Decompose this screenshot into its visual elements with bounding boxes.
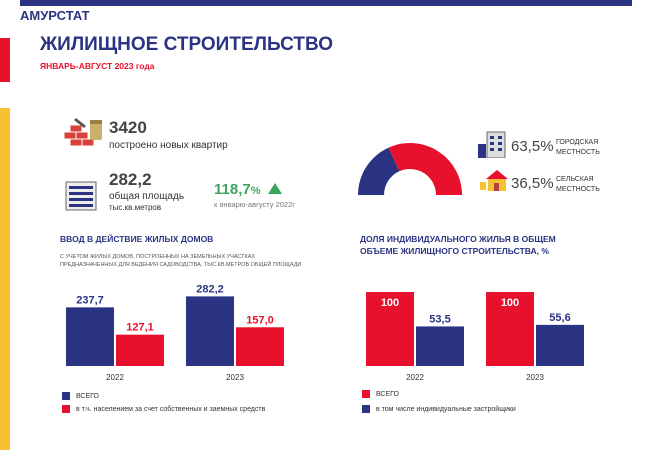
right-legend-total: ВСЕГО — [362, 390, 399, 398]
left-chart-title: ВВОД В ДЕЙСТВИЕ ЖИЛЫХ ДОМОВ — [60, 234, 214, 244]
area-value: 282,2 — [109, 170, 152, 189]
share-data-label: 100 — [501, 297, 519, 309]
left-chart-note: С УЧЕТОМ ЖИЛЫХ ДОМОВ, ПОСТРОЕННЫХ НА ЗЕМ… — [60, 254, 302, 268]
left-legend-total: ВСЕГО — [62, 392, 99, 400]
apartments-value: 3420 — [109, 118, 147, 137]
red-accent-stripe — [0, 38, 10, 82]
share-data-label: 53,5 — [429, 313, 450, 325]
yellow-accent-stripe — [0, 108, 10, 450]
share-data-label: 55,6 — [549, 312, 570, 324]
legend-swatch — [362, 390, 370, 398]
input-bar-2023-part — [236, 327, 284, 366]
input-data-label: 237,7 — [76, 294, 104, 306]
right-legend-part: в том числе индивидуальные застройщики — [362, 405, 516, 413]
share-category-label: 2023 — [526, 373, 544, 382]
share-category-label: 2022 — [406, 373, 424, 382]
input-bar-2022-total — [66, 307, 114, 366]
house-icon — [480, 170, 508, 191]
building-icon — [65, 181, 97, 211]
urban-label: ГОРОДСКАЯ МЕСТНОСТЬ — [556, 139, 600, 156]
rural-label: СЕЛЬСКАЯ МЕСТНОСТЬ — [556, 176, 600, 193]
right-chart-title: ДОЛЯ ИНДИВИДУАЛЬНОГО ЖИЛЬЯ В ОБЩЕМ ОБЪЕМЕ… — [360, 234, 556, 256]
page-title: ЖИЛИЩНОЕ СТРОИТЕЛЬСТВО — [40, 34, 334, 55]
urban-pct: 63,5% — [511, 138, 554, 155]
period-subtitle: ЯНВАРЬ-АВГУСТ 2023 года — [40, 61, 155, 71]
donut-slice-rural — [358, 147, 400, 195]
input-data-label: 157,0 — [246, 314, 274, 326]
area-unit: тыс.кв.метров — [109, 203, 162, 212]
donut-slice-urban — [388, 143, 462, 195]
legend-swatch — [62, 392, 70, 400]
share-bar-2023-part — [536, 324, 584, 366]
left-legend-part: в т.ч. населением за счет собственных и … — [62, 405, 265, 413]
input-bar-2022-part — [116, 334, 164, 366]
share-bar-2022-total — [366, 292, 414, 366]
top-accent-bar — [20, 0, 632, 6]
housing-input-bar-chart: 237,7 127,1 2022 282,2 157,0 2023 — [66, 283, 284, 382]
share-bar-2023-total — [486, 292, 534, 366]
legend-swatch — [62, 405, 70, 413]
area-label: общая площадь — [109, 191, 185, 202]
legend-swatch — [362, 405, 370, 413]
urban-rural-half-donut — [358, 143, 462, 195]
input-category-label: 2023 — [226, 373, 244, 382]
apartments-label: построено новых квартир — [109, 140, 228, 151]
brand-logo-text: АМУРСТАТ — [20, 8, 90, 23]
input-data-label: 282,2 — [196, 283, 224, 295]
share-data-label: 100 — [381, 297, 399, 309]
input-category-label: 2022 — [106, 373, 124, 382]
input-bar-2023-total — [186, 296, 234, 366]
individual-housing-share-bar-chart: 100 53,5 2022 100 55,6 2023 — [366, 292, 584, 382]
bricks-icon — [63, 118, 102, 147]
growth-value: 118,7% — [214, 181, 282, 198]
input-data-label: 127,1 — [126, 322, 154, 334]
up-arrow-icon — [267, 183, 282, 194]
city-building-icon — [478, 131, 506, 158]
share-bar-2022-part — [416, 326, 464, 366]
rural-pct: 36,5% — [511, 175, 554, 192]
growth-note: к январю-августу 2022г — [214, 200, 296, 209]
